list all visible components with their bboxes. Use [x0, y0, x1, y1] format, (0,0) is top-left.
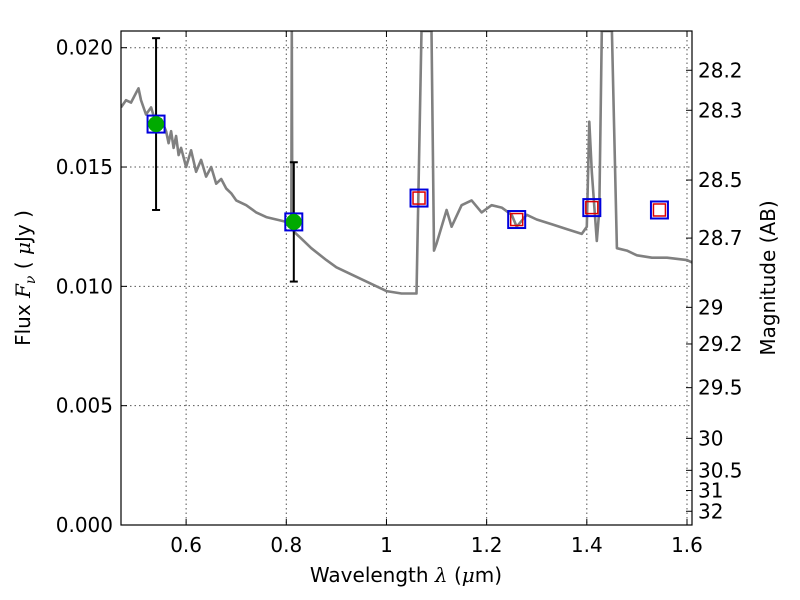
y-axis-title-prefix: Flux — [11, 298, 35, 346]
x-tick-label: 1 — [380, 533, 393, 557]
magnitude-tick-label: 30.5 — [698, 458, 743, 482]
model-point-inner — [585, 200, 599, 215]
observed-box-marker — [146, 114, 166, 134]
y-axis-title: Flux Fν ( μJy ) — [11, 210, 39, 346]
model-point-outer — [409, 188, 429, 208]
x-axis-title-unit-rest: m) — [475, 563, 502, 587]
model-point-inner — [652, 203, 667, 217]
sed-series — [121, 31, 692, 295]
observed-box-marker — [284, 212, 304, 232]
x-tick-label: 0.6 — [170, 533, 202, 557]
y-axis-title-unit-rest: Jy ) — [11, 210, 35, 244]
y-axis-title-symbol: F — [11, 283, 35, 299]
x-axis: 0.6 0.8 1 1.2 1.4 1.6 — [170, 31, 703, 557]
sed-line — [121, 31, 692, 295]
y-tick-label: 0.000 — [56, 513, 113, 537]
x-axis-title-symbol: λ — [434, 563, 448, 587]
y-axis: 0.000 0.005 0.010 0.015 0.020 — [56, 36, 127, 537]
x-axis-title: Wavelength λ (μm) — [310, 563, 502, 587]
x-tick-label: 1.4 — [571, 533, 603, 557]
model-point-outer — [582, 198, 602, 218]
model-point-inner — [509, 212, 524, 227]
y-axis-title-subscript: ν — [23, 275, 39, 284]
model-series — [409, 188, 669, 230]
y-tick-label: 0.005 — [56, 394, 113, 418]
x-tick-label: 1.6 — [671, 533, 703, 557]
y-axis-title-unit-mu: μ — [11, 242, 35, 255]
magnitude-tick-label: 31 — [698, 479, 723, 503]
model-point-outer — [507, 210, 527, 230]
y-tick-label: 0.015 — [56, 155, 113, 179]
y-tick-label: 0.010 — [56, 274, 113, 298]
magnitude-tick-label: 29.2 — [698, 332, 743, 356]
y-tick-label: 0.020 — [56, 36, 113, 60]
magnitude-tick-label: 28.3 — [698, 98, 743, 122]
x-axis-title-unit-open: ( — [448, 563, 462, 587]
magnitude-tick-label: 32 — [698, 499, 723, 523]
x-tick-label: 0.8 — [270, 533, 302, 557]
model-point-outer — [649, 200, 669, 220]
magnitude-axis-title: Magnitude (AB) — [756, 200, 780, 355]
observed-series — [146, 37, 304, 283]
magnitude-tick-label: 28.7 — [698, 226, 743, 250]
x-tick-label: 1.2 — [471, 533, 503, 557]
magnitude-tick-label: 28.5 — [698, 168, 743, 192]
x-axis-title-prefix: Wavelength — [310, 563, 435, 587]
magnitude-tick-label: 30 — [698, 426, 723, 450]
magnitude-tick-label: 29.5 — [698, 376, 743, 400]
magnitude-tick-label: 29 — [698, 295, 723, 319]
x-axis-title-unit-mu: μ — [462, 563, 475, 587]
plot-frame — [120, 30, 693, 526]
magnitude-tick-label: 28.2 — [698, 58, 743, 82]
observed-point — [148, 116, 165, 133]
y-axis-title-unit-open: ( — [11, 255, 35, 276]
observed-point — [285, 213, 302, 230]
model-point-inner — [412, 191, 426, 205]
